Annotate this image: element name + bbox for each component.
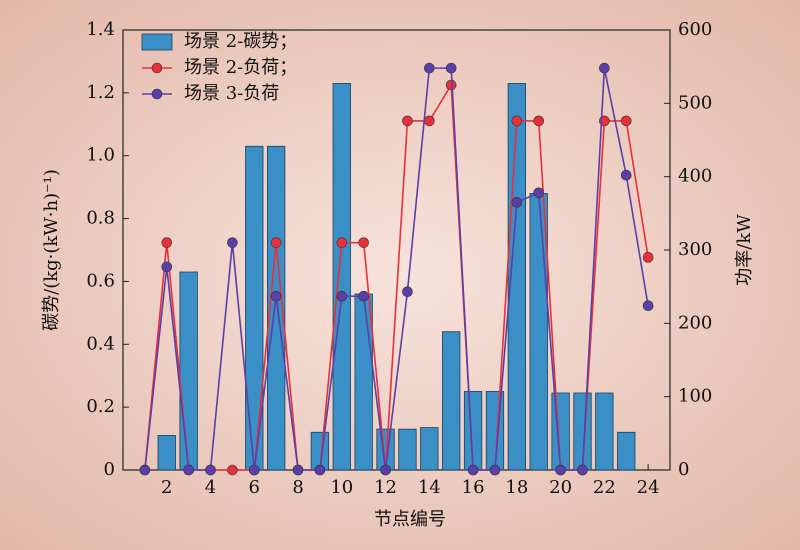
- legend-swatch: [141, 33, 173, 51]
- point: [358, 237, 369, 248]
- x-tick-label: 24: [637, 477, 660, 498]
- point: [292, 464, 304, 476]
- point: [183, 464, 194, 476]
- point: [424, 62, 435, 74]
- point: [620, 115, 632, 127]
- legend-swatch: [151, 88, 163, 100]
- y-tick-label: 0.4: [86, 333, 115, 354]
- y-tick-label: 0.2: [86, 396, 115, 417]
- point: [642, 252, 654, 263]
- x-tick-label: 14: [418, 477, 441, 498]
- point: [533, 115, 545, 127]
- point: [270, 237, 282, 248]
- point: [555, 464, 566, 476]
- y-tick-label: 1.2: [86, 82, 115, 103]
- point: [358, 290, 369, 302]
- point: [380, 464, 391, 476]
- x-tick-label: 10: [330, 477, 353, 498]
- point: [620, 169, 632, 181]
- y2-tick-label: 400: [678, 166, 712, 187]
- point: [336, 290, 348, 302]
- point: [205, 464, 216, 476]
- bar: [332, 83, 351, 471]
- point: [642, 300, 654, 312]
- x-tick-label: 12: [374, 477, 397, 498]
- point: [577, 464, 588, 476]
- bar: [267, 145, 286, 471]
- y2-tick-label: 500: [678, 92, 712, 113]
- y2-tick-label: 600: [678, 19, 712, 40]
- point: [424, 115, 435, 127]
- y2-tick-label: 0: [678, 459, 689, 480]
- point: [402, 115, 413, 127]
- point: [445, 62, 457, 74]
- legend-swatch: [151, 62, 163, 74]
- bar: [179, 271, 198, 471]
- y2-tick-label: 300: [678, 239, 712, 260]
- y-tick-label: 1.0: [86, 145, 115, 166]
- bar: [420, 427, 439, 471]
- point: [227, 464, 238, 476]
- bar: [398, 428, 417, 471]
- bar: [617, 431, 636, 471]
- y-axis-label: 碳势/(kg·(kW·h)⁻¹): [41, 169, 62, 331]
- bar: [529, 193, 548, 471]
- x-tick-label: 8: [292, 477, 303, 498]
- bar: [442, 331, 461, 471]
- point: [227, 237, 238, 248]
- y-tick-label: 0: [104, 459, 115, 480]
- x-tick-label: 6: [249, 477, 260, 498]
- point: [489, 464, 501, 476]
- bar: [354, 293, 373, 471]
- bar: [595, 392, 614, 471]
- bar: [157, 435, 176, 471]
- legend-label: 场景 3-负荷: [184, 83, 279, 104]
- y2-tick-label: 100: [678, 386, 712, 407]
- point: [248, 464, 260, 476]
- x-tick-label: 22: [593, 477, 616, 498]
- y2-tick-label: 200: [678, 312, 712, 333]
- x-tick-label: 20: [549, 477, 572, 498]
- y-tick-label: 0.6: [86, 270, 115, 291]
- x-tick-label: 2: [161, 477, 172, 498]
- point: [599, 62, 610, 74]
- point: [511, 197, 523, 208]
- point: [314, 464, 326, 476]
- point: [161, 237, 173, 248]
- point: [336, 237, 348, 248]
- point: [511, 115, 523, 127]
- legend-label: 场景 2-负荷；: [184, 57, 297, 78]
- legend-label: 场景 2-碳势；: [184, 31, 297, 52]
- x-axis-label: 节点编号: [374, 509, 446, 530]
- point: [139, 464, 151, 476]
- y2-axis-label: 功率/kW: [734, 214, 755, 286]
- point: [402, 286, 413, 298]
- point: [161, 261, 173, 273]
- point: [270, 290, 282, 302]
- x-tick-label: 4: [205, 477, 216, 498]
- x-tick-label: 16: [462, 477, 485, 498]
- point: [533, 187, 545, 199]
- x-tick-label: 18: [505, 477, 528, 498]
- y-tick-label: 0.8: [86, 208, 115, 229]
- point: [467, 464, 479, 476]
- y-tick-label: 1.4: [86, 19, 115, 40]
